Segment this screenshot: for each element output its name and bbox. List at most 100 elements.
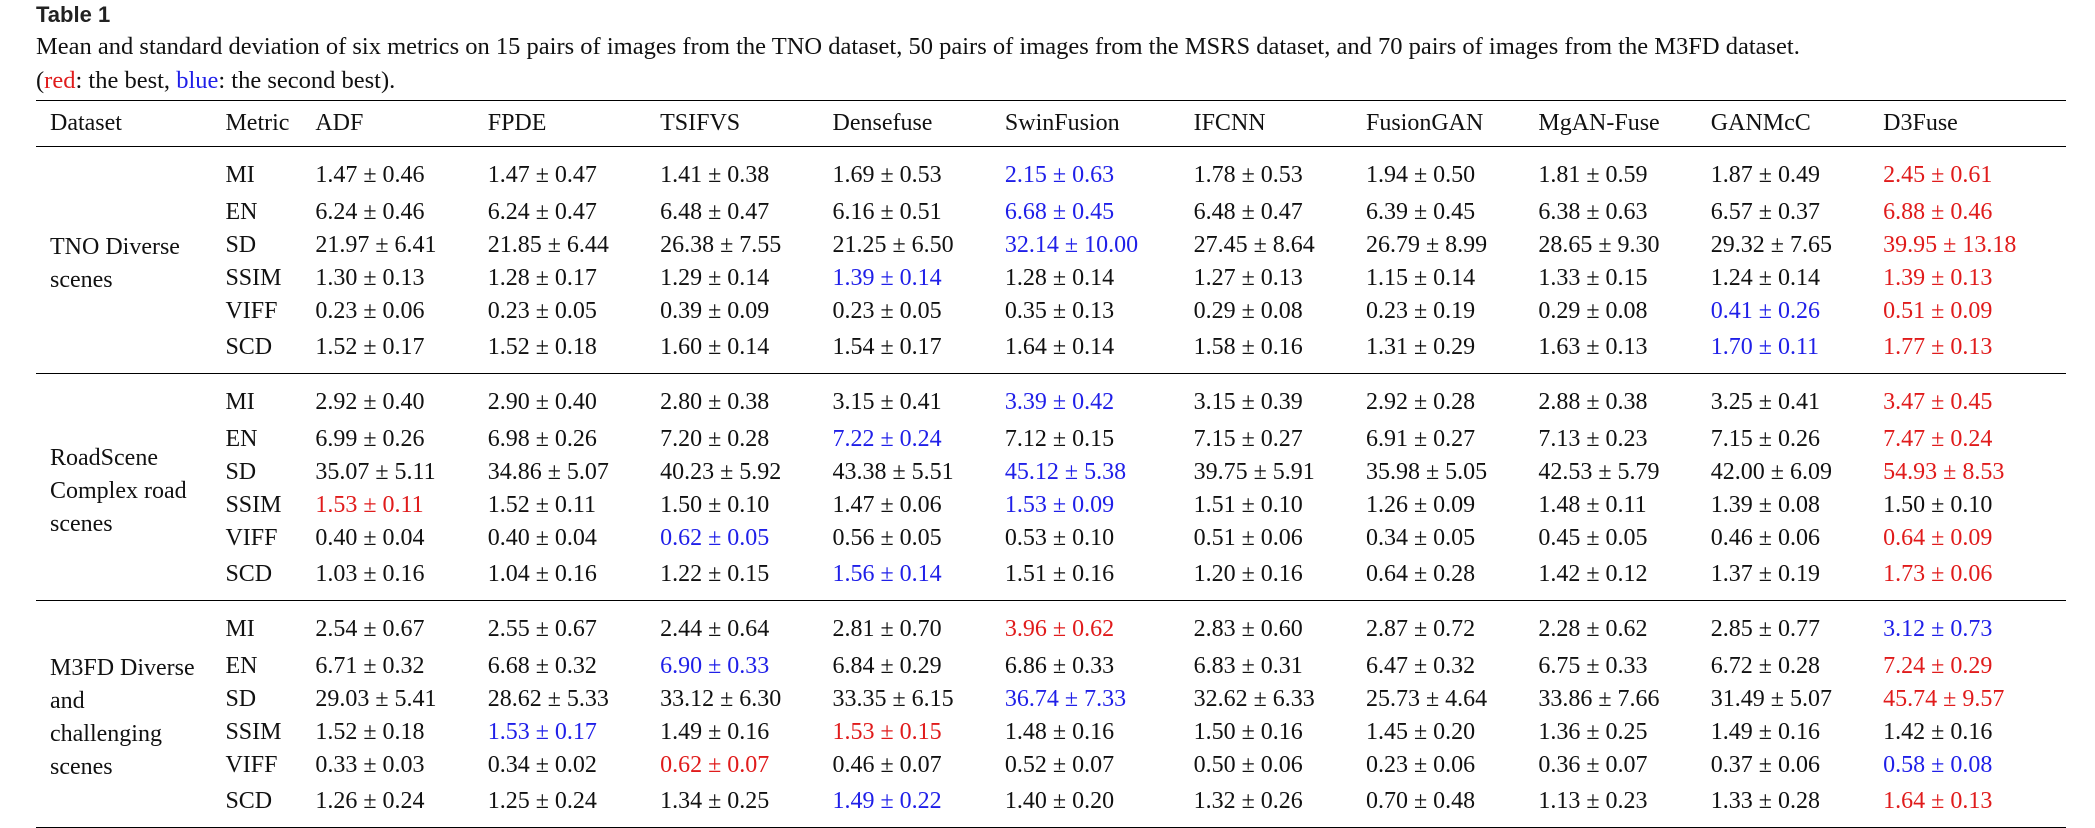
value-cell: 1.50 ± 0.16 (1193, 719, 1303, 745)
value-cell: 1.87 ± 0.49 (1710, 162, 1820, 188)
value-cell: 1.47 ± 0.47 (487, 162, 597, 188)
value-cell: 7.15 ± 0.26 (1710, 426, 1820, 452)
value-cell: 0.46 ± 0.06 (1710, 525, 1820, 551)
value-cell: 6.98 ± 0.26 (487, 426, 597, 452)
column-header: SwinFusion (996, 100, 1186, 147)
value-cell: 7.20 ± 0.28 (660, 426, 770, 452)
value-cell: 1.50 ± 0.10 (1883, 492, 1993, 518)
caption-red-desc: : the best, (75, 67, 177, 94)
value-cell: 32.14 ± 10.00 (1004, 232, 1139, 258)
value-cell: 2.90 ± 0.40 (487, 389, 597, 415)
value-cell: 1.47 ± 0.06 (832, 492, 942, 518)
value-cell: 1.13 ± 0.23 (1538, 788, 1648, 814)
metric-cell: SD (225, 686, 257, 712)
value-cell: 31.49 ± 5.07 (1710, 686, 1832, 712)
dataset-name-line: RoadScene (50, 444, 158, 471)
value-cell: 2.87 ± 0.72 (1365, 616, 1476, 642)
value-cell: 1.28 ± 0.17 (487, 265, 597, 291)
value-cell: 7.24 ± 0.29 (1883, 653, 1993, 679)
value-cell: 42.53 ± 5.79 (1538, 459, 1660, 485)
value-cell: 0.53 ± 0.10 (1004, 525, 1115, 551)
metric-cell: EN (225, 426, 258, 452)
value-cell: 0.23 ± 0.05 (832, 298, 942, 324)
table-row: VIFF 0.33 ± 0.03 0.34 ± 0.02 0.62 ± 0.07 0.4… (36, 749, 2066, 782)
table-row: SD 21.97 ± 6.41 21.85 ± 6.44 26.38 ± 7.55 21… (36, 229, 2066, 262)
value-cell: 6.38 ± 0.63 (1538, 199, 1648, 225)
value-cell: 6.48 ± 0.47 (1193, 199, 1303, 225)
dataset-name-line: M3FD Diverse (50, 655, 195, 681)
value-cell: 7.22 ± 0.24 (832, 426, 942, 452)
value-cell: 1.45 ± 0.20 (1365, 719, 1476, 745)
value-cell: 26.38 ± 7.55 (660, 232, 782, 258)
dataset-name-line: Complex road (50, 477, 187, 504)
value-cell: 6.83 ± 0.31 (1193, 653, 1303, 679)
value-cell: 6.68 ± 0.32 (487, 653, 597, 679)
column-header: TSIFVS (652, 100, 825, 147)
value-cell: 1.51 ± 0.16 (1004, 561, 1115, 587)
metric-cell: VIFF (225, 752, 278, 778)
value-cell: 33.35 ± 6.15 (832, 686, 954, 712)
dataset-cell: M3FD Diverse and challenging scenes (36, 601, 211, 828)
value-cell: 0.23 ± 0.06 (315, 298, 425, 324)
value-cell: 0.50 ± 0.06 (1193, 752, 1303, 778)
value-cell: 6.24 ± 0.47 (487, 199, 597, 225)
value-cell: 0.40 ± 0.04 (487, 525, 597, 551)
value-cell: 33.86 ± 7.66 (1538, 686, 1660, 712)
value-cell: 1.32 ± 0.26 (1193, 788, 1303, 814)
value-cell: 21.25 ± 6.50 (832, 232, 954, 258)
value-cell: 28.62 ± 5.33 (487, 686, 609, 712)
value-cell: 2.54 ± 0.67 (315, 616, 425, 642)
value-cell: 1.15 ± 0.14 (1365, 265, 1476, 291)
column-header: FPDE (479, 100, 653, 147)
value-cell: 7.47 ± 0.24 (1883, 426, 1993, 452)
value-cell: 21.97 ± 6.41 (315, 232, 437, 258)
value-cell: 1.39 ± 0.08 (1710, 492, 1820, 518)
value-cell: 36.74 ± 7.33 (1004, 686, 1127, 712)
value-cell: 1.25 ± 0.24 (487, 788, 597, 814)
dataset-name-line: scenes (50, 510, 113, 537)
value-cell: 1.56 ± 0.14 (832, 561, 942, 587)
value-cell: 1.31 ± 0.29 (1365, 334, 1476, 360)
dataset-cell: RoadScene Complex road scenes (36, 374, 211, 601)
value-cell: 0.41 ± 0.26 (1710, 298, 1820, 324)
value-cell: 0.51 ± 0.06 (1193, 525, 1303, 551)
value-cell: 39.95 ± 13.18 (1883, 232, 2017, 258)
column-header: Dataset (36, 100, 212, 147)
value-cell: 40.23 ± 5.92 (660, 459, 782, 485)
value-cell: 29.03 ± 5.41 (315, 686, 437, 712)
value-cell: 1.51 ± 0.10 (1193, 492, 1303, 518)
value-cell: 3.25 ± 0.41 (1710, 389, 1820, 415)
value-cell: 0.56 ± 0.05 (832, 525, 942, 551)
value-cell: 2.45 ± 0.61 (1883, 162, 1993, 188)
value-cell: 1.53 ± 0.11 (315, 492, 424, 518)
value-cell: 6.16 ± 0.51 (832, 199, 942, 225)
value-cell: 6.48 ± 0.47 (660, 199, 770, 225)
value-cell: 3.39 ± 0.42 (1004, 389, 1115, 415)
table-row: M3FD Diverse and challenging scenes MI 2.54 ±… (36, 601, 2066, 780)
value-cell: 29.32 ± 7.65 (1710, 232, 1832, 258)
value-cell: 27.45 ± 8.64 (1193, 232, 1315, 258)
value-cell: 1.47 ± 0.46 (315, 162, 425, 188)
value-cell: 33.12 ± 6.30 (660, 686, 782, 712)
metric-cell: MI (225, 162, 255, 188)
value-cell: 45.12 ± 5.38 (1004, 459, 1127, 485)
value-cell: 0.62 ± 0.07 (660, 752, 770, 778)
column-header: IFCNN (1185, 100, 1358, 147)
value-cell: 6.75 ± 0.33 (1538, 653, 1648, 679)
value-cell: 1.60 ± 0.14 (660, 334, 770, 360)
value-cell: 1.78 ± 0.53 (1193, 162, 1303, 188)
value-cell: 1.64 ± 0.13 (1883, 788, 1993, 814)
dataset-group: RoadScene Complex road scenes MI 2.92 ± 0.40… (36, 374, 2066, 601)
metric-cell: SD (225, 459, 257, 485)
value-cell: 0.23 ± 0.19 (1365, 298, 1476, 324)
value-cell: 3.15 ± 0.39 (1193, 389, 1303, 415)
value-cell: 1.33 ± 0.15 (1538, 265, 1648, 291)
table-row: VIFF 0.23 ± 0.06 0.23 ± 0.05 0.39 ± 0.09 0.2… (36, 295, 2066, 328)
metric-cell: SSIM (225, 719, 282, 745)
caption-blue-word: blue (176, 67, 219, 94)
value-cell: 1.53 ± 0.17 (487, 719, 597, 745)
table-row: SSIM 1.53 ± 0.11 1.52 ± 0.11 1.50 ± 0.10 1.4… (36, 489, 2066, 522)
value-cell: 3.12 ± 0.73 (1883, 616, 1993, 642)
value-cell: 1.64 ± 0.14 (1004, 334, 1115, 360)
value-cell: 1.03 ± 0.16 (315, 561, 425, 587)
